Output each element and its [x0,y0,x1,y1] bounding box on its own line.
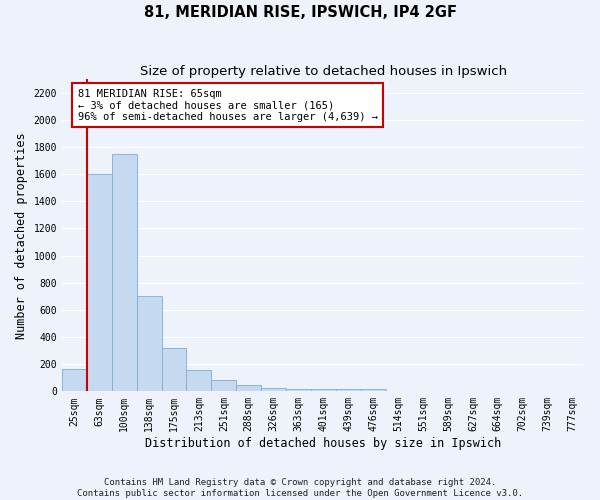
Text: 81, MERIDIAN RISE, IPSWICH, IP4 2GF: 81, MERIDIAN RISE, IPSWICH, IP4 2GF [143,5,457,20]
Bar [336,390,361,392]
X-axis label: Distribution of detached houses by size in Ipswich: Distribution of detached houses by size … [145,437,502,450]
Bar [211,380,236,392]
Bar [137,296,161,392]
Bar [161,348,187,392]
Text: 81 MERIDIAN RISE: 65sqm
← 3% of detached houses are smaller (165)
96% of semi-de: 81 MERIDIAN RISE: 65sqm ← 3% of detached… [77,88,377,122]
Bar [311,390,336,392]
Bar [112,154,137,392]
Bar [261,388,286,392]
Bar [62,369,87,392]
Text: Contains HM Land Registry data © Crown copyright and database right 2024.
Contai: Contains HM Land Registry data © Crown c… [77,478,523,498]
Bar [187,370,211,392]
Bar [361,390,386,392]
Bar [286,388,311,392]
Bar [236,385,261,392]
Title: Size of property relative to detached houses in Ipswich: Size of property relative to detached ho… [140,65,507,78]
Y-axis label: Number of detached properties: Number of detached properties [15,132,28,338]
Bar [87,174,112,392]
